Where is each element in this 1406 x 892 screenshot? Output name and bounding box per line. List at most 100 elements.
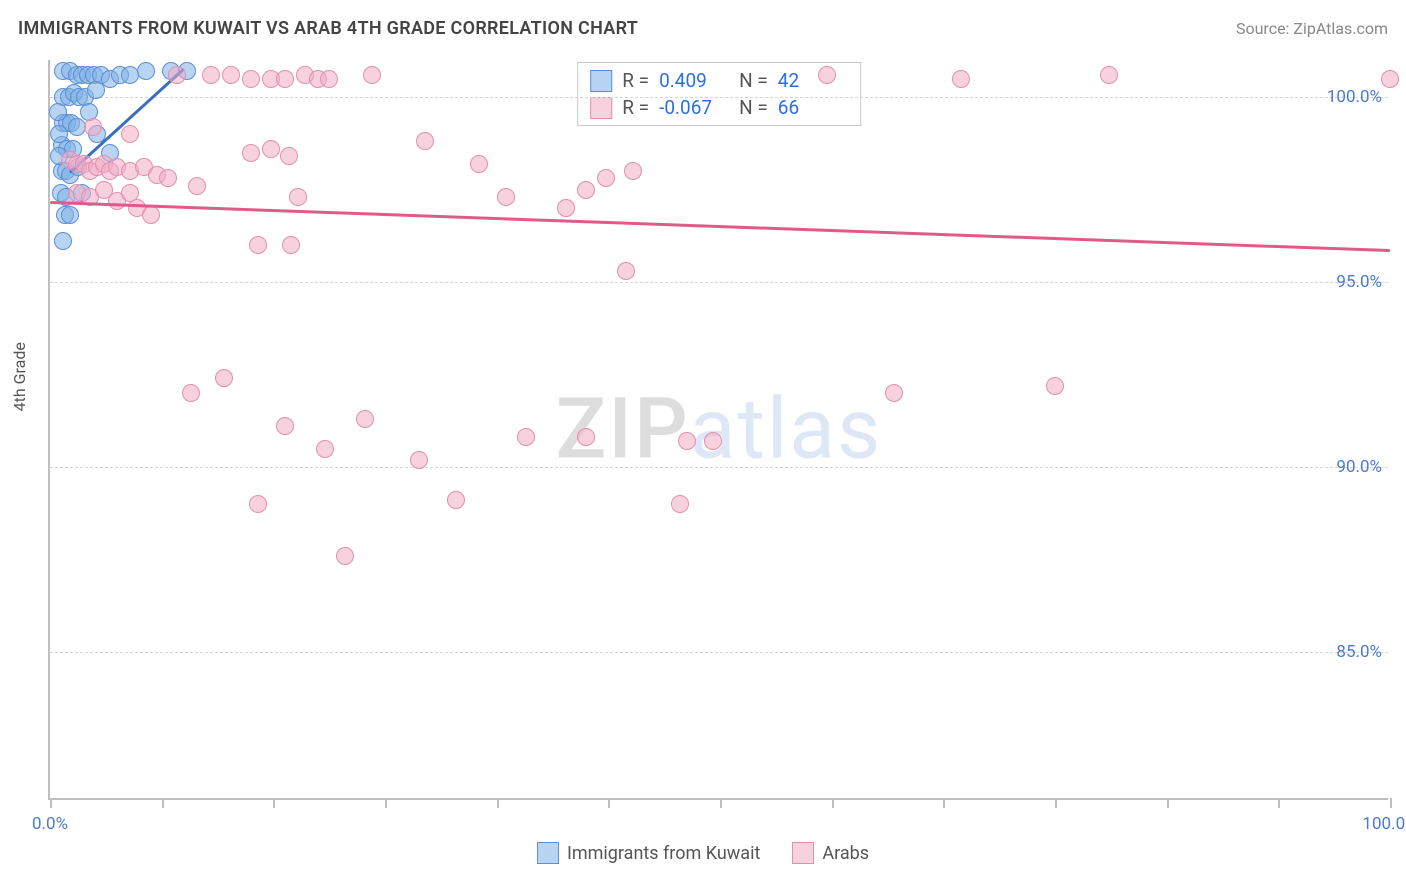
data-point — [416, 132, 434, 150]
gridline-h — [50, 97, 1388, 98]
data-point — [1100, 66, 1118, 84]
x-tick — [273, 798, 275, 808]
data-point — [49, 103, 67, 121]
x-tick — [1278, 798, 1280, 808]
chart-header: IMMIGRANTS FROM KUWAIT VS ARAB 4TH GRADE… — [18, 18, 1388, 39]
data-point — [363, 66, 381, 84]
data-point — [497, 188, 515, 206]
data-point — [818, 66, 836, 84]
y-axis-label: 4th Grade — [10, 342, 29, 411]
data-point — [447, 491, 465, 509]
data-point — [215, 369, 233, 387]
y-tick-label: 90.0% — [1336, 457, 1382, 477]
data-point — [410, 451, 428, 469]
data-point — [577, 428, 595, 446]
data-point — [137, 62, 155, 80]
data-point — [50, 125, 68, 143]
chart-title: IMMIGRANTS FROM KUWAIT VS ARAB 4TH GRADE… — [18, 18, 638, 39]
data-point — [289, 188, 307, 206]
legend-swatch — [590, 70, 612, 92]
source-label: Source: — [1236, 19, 1289, 38]
data-point — [704, 432, 722, 450]
gridline-h — [50, 652, 1388, 653]
data-point — [276, 70, 294, 88]
chart-source: Source: ZipAtlas.com — [1236, 19, 1388, 38]
data-point — [597, 169, 615, 187]
data-point — [242, 144, 260, 162]
y-tick-label: 85.0% — [1336, 642, 1382, 662]
x-tick — [1390, 798, 1392, 808]
y-tick-label: 95.0% — [1336, 272, 1382, 292]
watermark-left: ZIP — [556, 380, 690, 479]
x-tick — [1167, 798, 1169, 808]
data-point — [470, 155, 488, 173]
data-point — [262, 140, 280, 158]
data-point — [202, 66, 220, 84]
data-point — [54, 232, 72, 250]
x-tick — [943, 798, 945, 808]
watermark: ZIPatlas — [556, 380, 883, 479]
gridline-h — [50, 282, 1388, 283]
data-point — [61, 206, 79, 224]
stat-n-label: N = — [739, 96, 768, 119]
x-tick — [50, 798, 52, 808]
data-point — [282, 236, 300, 254]
stat-r-label: R = — [622, 96, 649, 119]
data-point — [678, 432, 696, 450]
chart-legend: Immigrants from Kuwait Arabs — [0, 842, 1406, 869]
data-point — [952, 70, 970, 88]
stats-row: R = 0.409 N = 42 — [590, 67, 848, 94]
data-point — [517, 428, 535, 446]
data-point — [159, 169, 177, 187]
legend-label: Immigrants from Kuwait — [567, 843, 760, 864]
stat-n-value: 66 — [778, 96, 848, 119]
data-point — [168, 66, 186, 84]
data-point — [1046, 377, 1064, 395]
data-point — [249, 236, 267, 254]
data-point — [557, 199, 575, 217]
legend-swatch — [792, 842, 814, 864]
data-point — [276, 417, 294, 435]
stat-n-label: N = — [739, 69, 768, 92]
data-point — [336, 547, 354, 565]
legend-swatch — [537, 842, 559, 864]
x-tick-label: 0.0% — [32, 814, 68, 834]
data-point — [188, 177, 206, 195]
data-point — [885, 384, 903, 402]
watermark-right: atlas — [690, 380, 883, 479]
legend-item: Immigrants from Kuwait — [537, 842, 760, 864]
legend-swatch — [590, 97, 612, 119]
legend-label: Arabs — [822, 843, 869, 864]
data-point — [84, 118, 102, 136]
legend-item: Arabs — [792, 842, 869, 864]
x-tick — [1055, 798, 1057, 808]
x-tick — [385, 798, 387, 808]
data-point — [356, 410, 374, 428]
data-point — [617, 262, 635, 280]
stats-row: R = -0.067 N = 66 — [590, 94, 848, 121]
data-point — [242, 70, 260, 88]
y-tick-label: 100.0% — [1327, 87, 1382, 107]
x-tick — [720, 798, 722, 808]
x-tick — [497, 798, 499, 808]
data-point — [1381, 70, 1399, 88]
data-point — [121, 125, 139, 143]
x-tick — [832, 798, 834, 808]
stat-r-label: R = — [622, 69, 649, 92]
gridline-h — [50, 467, 1388, 468]
stat-r-value: 0.409 — [659, 69, 729, 92]
data-point — [624, 162, 642, 180]
data-point — [142, 206, 160, 224]
data-point — [671, 495, 689, 513]
data-point — [577, 181, 595, 199]
x-tick — [608, 798, 610, 808]
data-point — [87, 81, 105, 99]
data-point — [182, 384, 200, 402]
x-tick-label: 100.0% — [1362, 814, 1406, 834]
data-point — [222, 66, 240, 84]
data-point — [280, 147, 298, 165]
stat-n-value: 42 — [778, 69, 848, 92]
data-point — [320, 70, 338, 88]
data-point — [316, 440, 334, 458]
stat-r-value: -0.067 — [659, 96, 729, 119]
